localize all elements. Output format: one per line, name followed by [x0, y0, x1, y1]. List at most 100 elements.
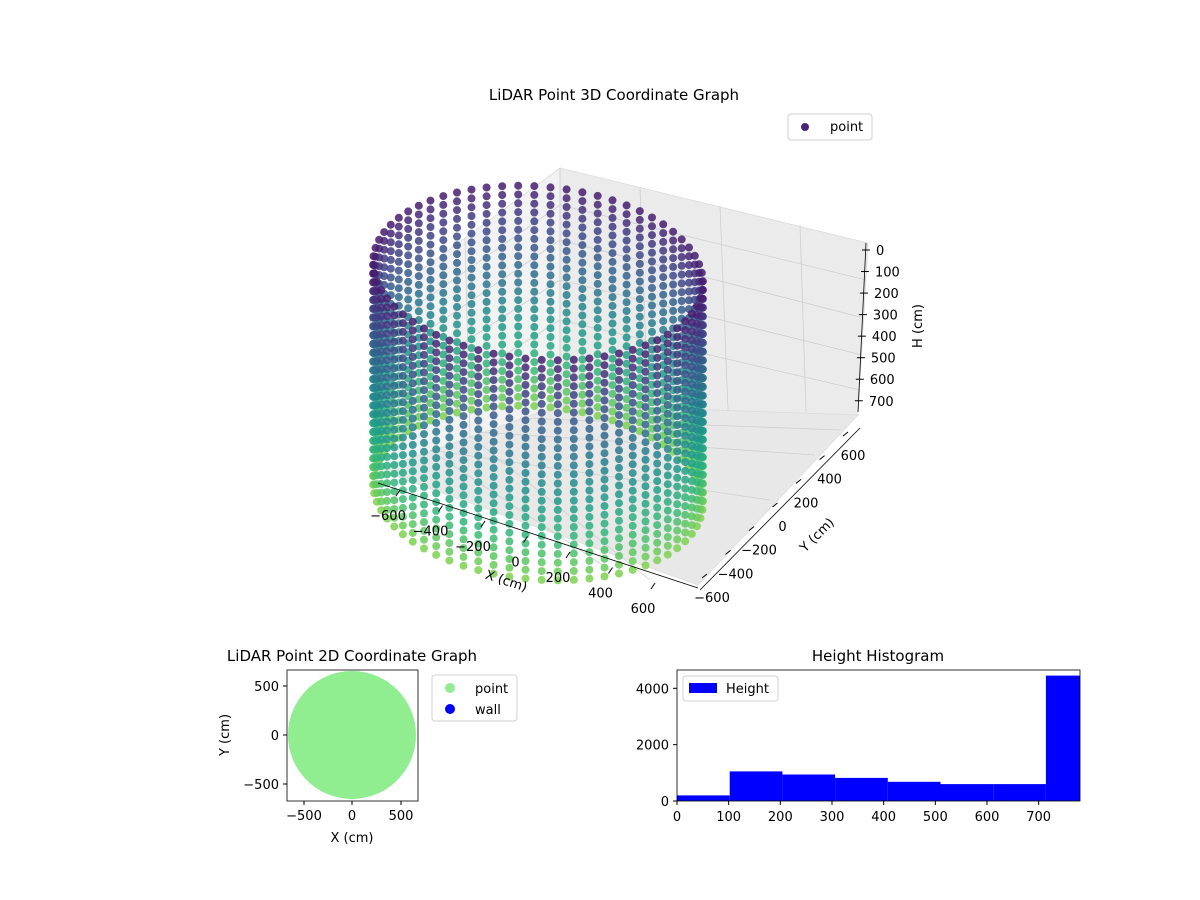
cloud-point [687, 477, 696, 486]
cloud-point [420, 465, 428, 474]
cloud-point [648, 213, 656, 222]
cloud-point [600, 502, 609, 510]
cloud-point [553, 567, 562, 576]
cloud-point [562, 308, 571, 317]
cloud-point [521, 451, 530, 460]
cloud-point [445, 468, 454, 477]
cloud-point [398, 415, 407, 424]
cloud-point [375, 235, 384, 244]
cloud-point [681, 493, 690, 502]
cloud-point [514, 252, 523, 261]
cloud-point [420, 447, 428, 456]
cloud-point [562, 379, 571, 387]
cloud-point [663, 365, 672, 374]
cloud-point [432, 410, 441, 419]
cloud-point [608, 249, 617, 258]
cloud-point [622, 342, 631, 351]
x-tick-label-hist: 500 [923, 810, 948, 825]
cloud-point [608, 328, 617, 337]
cloud-point [622, 421, 631, 430]
cloud-point [628, 557, 637, 566]
cloud-point [641, 420, 650, 429]
cloud-point [659, 299, 668, 308]
cloud-point [615, 446, 623, 455]
cloud-point [474, 548, 483, 557]
cloud-point [546, 306, 555, 315]
cloud-point [673, 350, 682, 359]
cloud-point [489, 455, 498, 464]
cloud-point [537, 558, 546, 567]
cloud-point [578, 320, 587, 329]
cloud-point [514, 331, 523, 340]
z-ticks-3d: 0 100 200 300 400 500 600 700 [854, 244, 900, 410]
cloud-point [673, 456, 682, 465]
cloud-point [578, 197, 587, 206]
cloud-point [648, 301, 656, 310]
cloud-point [681, 502, 690, 511]
cloud-point [537, 461, 546, 470]
cloud-point [635, 295, 644, 304]
cloud-point [467, 300, 476, 308]
cloud-point [585, 574, 594, 583]
cloud-point [474, 478, 483, 487]
cloud-point [530, 322, 539, 331]
cloud-point [530, 384, 539, 393]
cloud-point [408, 317, 417, 326]
cloud-point [585, 460, 594, 469]
cloud-point [439, 227, 448, 236]
cloud-point [659, 264, 668, 273]
cloud-point [414, 280, 423, 289]
cloud-point [628, 381, 637, 390]
cloud-point [514, 384, 523, 393]
cloud-point [432, 471, 441, 480]
cloud-point [663, 497, 672, 506]
cloud-point [498, 208, 507, 217]
cloud-point [659, 290, 668, 299]
cloud-point [408, 370, 417, 379]
cloud-point [659, 237, 668, 246]
cloud-point [600, 352, 609, 361]
legend-2d-point-marker [445, 683, 455, 693]
cloud-point [467, 396, 476, 405]
cloud-point [482, 377, 491, 386]
cloud-point [641, 429, 650, 438]
cloud-point [426, 293, 435, 302]
cloud-point [569, 487, 578, 496]
cloud-point [663, 357, 672, 365]
cloud-point [404, 286, 413, 295]
cloud-point [553, 435, 562, 444]
cloud-point [585, 416, 594, 425]
cloud-point [459, 464, 468, 473]
cloud-point [398, 521, 407, 530]
cloud-point [453, 390, 461, 399]
cloud-point [593, 271, 602, 280]
cloud-point [553, 541, 562, 550]
cloud-point [489, 446, 498, 455]
x-tick-3d [650, 582, 656, 590]
cloud-point [390, 443, 399, 452]
cloud-point [467, 194, 476, 203]
cloud-point [681, 334, 690, 343]
cloud-point [408, 388, 417, 397]
cloud-point [569, 549, 578, 558]
cloud-point [669, 306, 678, 315]
cloud-point [394, 266, 403, 275]
cloud-point [669, 236, 678, 245]
chart-2d-title: LiDAR Point 2D Coordinate Graph [227, 647, 477, 665]
cloud-point [553, 514, 562, 523]
cloud-point [615, 384, 623, 393]
cloud-point [669, 254, 678, 263]
cloud-point [681, 370, 690, 379]
cloud-point [687, 424, 696, 433]
cloud-point [377, 295, 386, 303]
y-ticks-2d: 500 0 −500 [243, 680, 287, 793]
cloud-point [467, 352, 476, 361]
hist-bar [677, 795, 730, 801]
cloud-point [408, 432, 417, 441]
cloud-point [474, 381, 483, 390]
x-tick-label-3d: 400 [588, 587, 613, 602]
cloud-point [390, 513, 399, 522]
cloud-point [653, 450, 662, 459]
cloud-point [489, 428, 498, 437]
